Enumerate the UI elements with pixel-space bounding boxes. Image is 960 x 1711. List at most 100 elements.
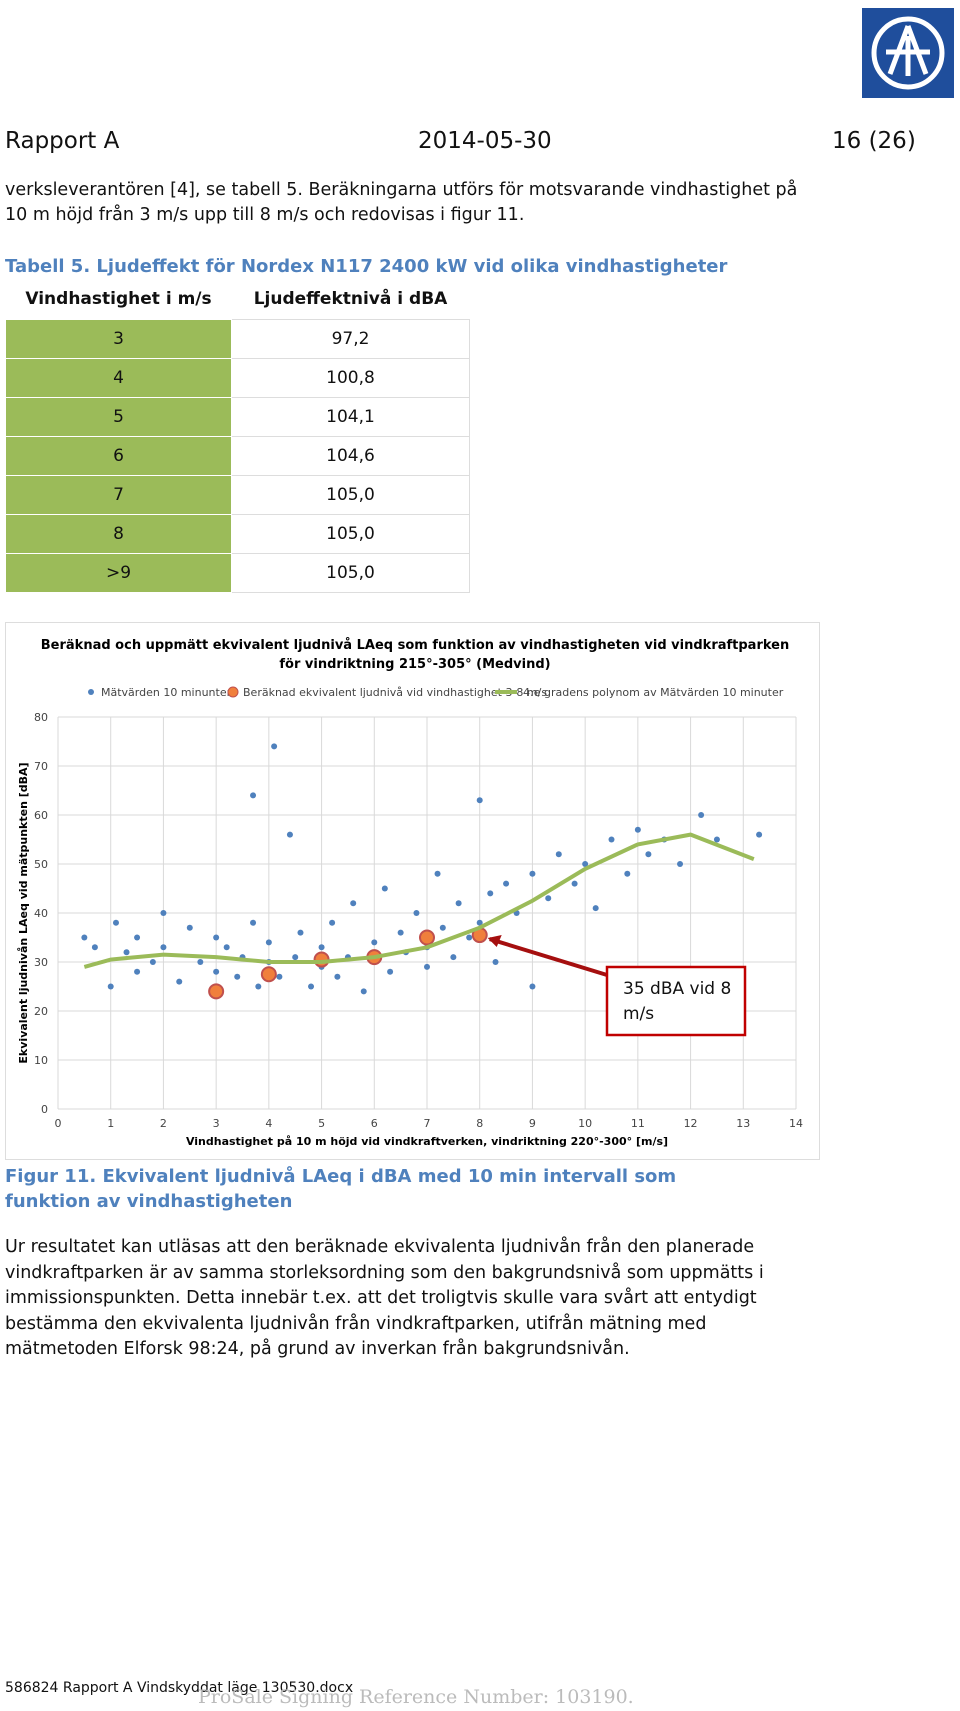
table-header: Vindhastighet i m/s Ljudeffektnivå i dBA [6, 279, 470, 320]
legend-label: Mätvärden 10 minunter [101, 686, 232, 699]
x-tick-label: 7 [424, 1117, 431, 1130]
table-cell: 105,0 [231, 514, 470, 554]
x-tick-label: 4 [265, 1117, 272, 1130]
measured-point [149, 959, 156, 965]
measured-point [450, 954, 457, 961]
x-tick-label: 8 [476, 1117, 483, 1130]
x-tick-label: 10 [578, 1117, 592, 1130]
measured-point [397, 929, 404, 936]
measured-point [107, 983, 114, 990]
table-cell: 104,1 [231, 397, 470, 437]
legend-marker [227, 686, 239, 698]
measured-point [334, 973, 341, 980]
x-tick-label: 14 [789, 1117, 803, 1130]
x-tick-label: 2 [160, 1117, 167, 1130]
y-tick-label: 40 [34, 907, 48, 920]
measured-point [223, 944, 230, 951]
measured-point [466, 934, 473, 941]
measured-point [487, 890, 494, 897]
header-page: 16 (26) [832, 128, 916, 154]
y-tick-label: 80 [34, 711, 48, 724]
y-tick-label: 50 [34, 858, 48, 871]
x-tick-label: 0 [55, 1117, 62, 1130]
measured-point [592, 905, 599, 912]
measured-point [213, 968, 220, 975]
y-tick-label: 30 [34, 956, 48, 969]
x-tick-label: 5 [318, 1117, 325, 1130]
measured-point [624, 870, 631, 877]
measured-point [387, 968, 394, 975]
measured-point [271, 743, 278, 750]
chart: Beräknad och uppmätt ekvivalent ljudnivå… [5, 622, 820, 1160]
measured-point [81, 934, 88, 941]
table-cell: 8 [5, 514, 232, 554]
annotation-text: 35 dBA vid 8 m/s [623, 979, 732, 1024]
measured-point [234, 973, 241, 980]
arrow [489, 937, 608, 977]
figure-caption: Figur 11. Ekvivalent ljudnivå LAeq i dBA… [5, 1166, 677, 1212]
y-axis-label: Ekvivalent ljudnivån LAeq vid mätpunkten… [17, 762, 30, 1063]
measured-point [476, 919, 483, 926]
measured-point [250, 919, 257, 926]
table-row: 6 104,6 [5, 436, 470, 476]
table-cell: 100,8 [231, 358, 470, 398]
measured-point [276, 973, 283, 980]
measured-point [160, 944, 167, 951]
header-title: Rapport A [5, 128, 120, 154]
legend-label: Beräknad ekvivalent ljudnivå vid vindhas… [243, 686, 547, 699]
arrow-head [487, 935, 502, 948]
header-date: 2014-05-30 [418, 128, 552, 154]
measured-point [582, 861, 589, 867]
measured-point [529, 870, 536, 877]
measured-point [634, 826, 641, 833]
measured-point [286, 831, 293, 838]
table-caption: Tabell 5. Ljudeffekt för Nordex N117 240… [5, 256, 728, 277]
measured-point [292, 954, 299, 961]
measured-point [713, 836, 720, 843]
measured-point [371, 939, 378, 946]
table-cell: 4 [5, 358, 232, 398]
measured-point [186, 924, 193, 931]
legend-marker [88, 689, 94, 695]
measured-point [265, 939, 272, 946]
measured-point [439, 924, 446, 931]
measured-point [297, 929, 304, 936]
table-row: >9 105,0 [5, 553, 470, 593]
y-tick-label: 60 [34, 809, 48, 822]
measured-point [134, 968, 141, 975]
chart-title: för vindriktning 215°-305° (Medvind) [279, 657, 550, 672]
table-cell: 6 [5, 436, 232, 476]
table-cell: 7 [5, 475, 232, 515]
x-tick-label: 9 [529, 1117, 536, 1130]
column-header: Ljudeffektnivå i dBA [253, 289, 448, 309]
chart-title: Beräknad och uppmätt ekvivalent ljudnivå… [41, 638, 789, 653]
chart-frame [5, 622, 820, 1160]
table-row: 5 104,1 [5, 397, 470, 437]
measured-point [413, 910, 420, 916]
measured-point [134, 934, 141, 941]
measured-point [455, 900, 462, 907]
measured-point [424, 963, 430, 970]
calculated-point [419, 929, 435, 946]
measured-point [360, 988, 367, 995]
measured-point [645, 851, 652, 858]
measured-point [503, 880, 510, 887]
measured-point [329, 919, 336, 926]
table-cell: 3 [5, 319, 232, 359]
x-tick-label: 13 [736, 1117, 750, 1130]
logo [862, 8, 954, 98]
calculated-point [260, 966, 277, 983]
x-axis-label: Vindhastighet på 10 m höjd vid vindkraft… [186, 1135, 668, 1148]
measured-point [213, 934, 220, 941]
measured-point [608, 836, 615, 843]
measured-point [492, 959, 499, 965]
measured-point [176, 978, 183, 985]
trend-line [83, 832, 755, 969]
table-cell: 97,2 [231, 319, 470, 359]
measured-point [160, 910, 167, 916]
x-tick-label: 1 [107, 1117, 114, 1130]
column-header: Vindhastighet i m/s [25, 289, 212, 309]
measured-point [308, 983, 315, 990]
measured-point [112, 919, 119, 926]
